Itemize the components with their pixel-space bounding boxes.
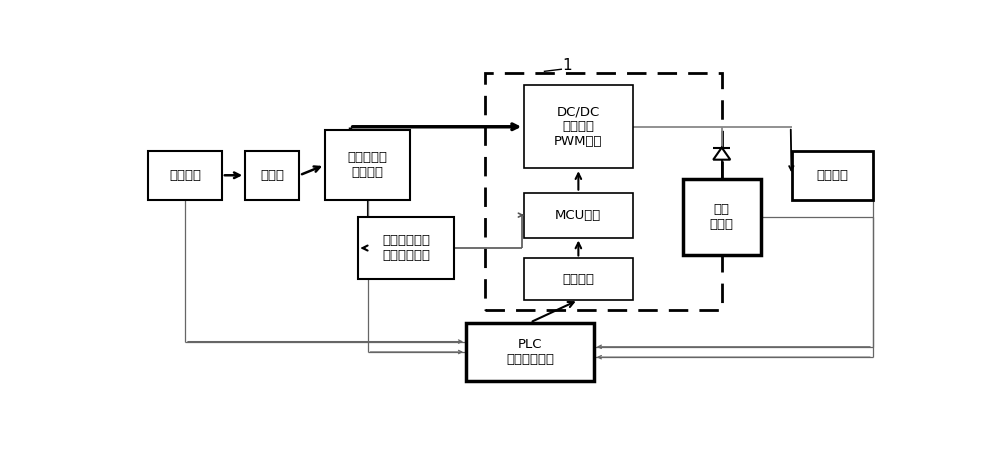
Text: 质子交换膜燃
料电池控制器: 质子交换膜燃 料电池控制器 xyxy=(382,234,430,262)
Bar xyxy=(485,73,722,310)
Text: 供气单元: 供气单元 xyxy=(169,169,201,182)
Text: DC/DC
变换电路
PWM控制: DC/DC 变换电路 PWM控制 xyxy=(554,105,603,148)
Bar xyxy=(524,193,633,238)
Polygon shape xyxy=(713,148,730,160)
Bar xyxy=(683,179,761,255)
Bar xyxy=(792,151,873,199)
Bar xyxy=(325,130,410,199)
Bar xyxy=(358,217,454,279)
Bar xyxy=(524,258,633,300)
Bar xyxy=(148,151,222,199)
Bar xyxy=(245,151,299,199)
Text: 输出负载: 输出负载 xyxy=(816,169,848,182)
Text: PLC
采集控制模块: PLC 采集控制模块 xyxy=(506,338,554,366)
Text: 电磁阀: 电磁阀 xyxy=(260,169,284,182)
Bar xyxy=(524,85,633,168)
Text: MCU电路: MCU电路 xyxy=(555,209,602,221)
Text: 备用
蓄电池: 备用 蓄电池 xyxy=(710,203,734,231)
Bar xyxy=(466,323,594,382)
Text: 1: 1 xyxy=(563,58,572,72)
Text: 通讯模块: 通讯模块 xyxy=(562,273,594,286)
Text: 质子交换膜
燃料电池: 质子交换膜 燃料电池 xyxy=(348,151,388,179)
